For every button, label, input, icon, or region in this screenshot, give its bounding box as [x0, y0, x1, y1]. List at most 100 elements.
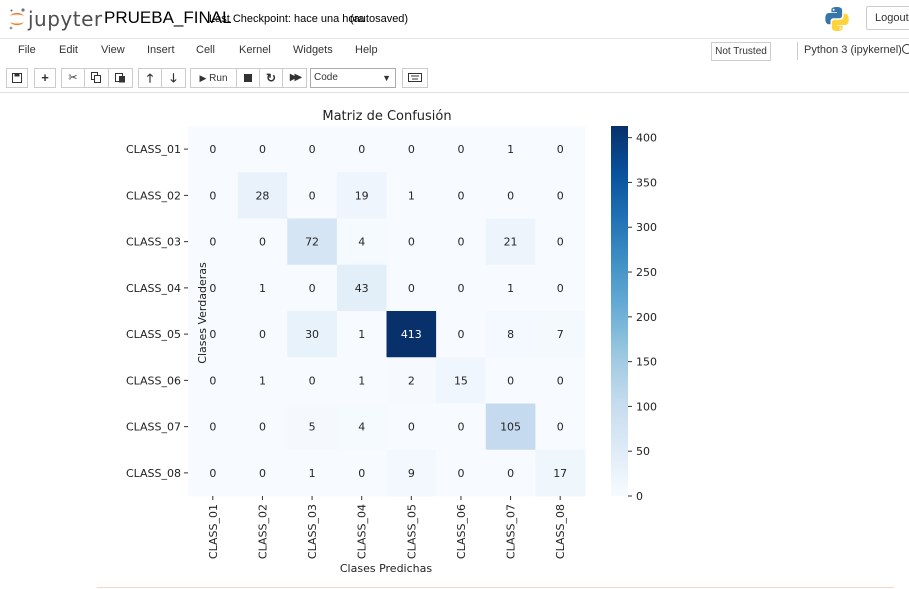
cell-value-label: 0	[457, 421, 464, 434]
command-palette-button[interactable]	[402, 68, 428, 88]
cell-value-label: 0	[259, 236, 266, 249]
menu-help[interactable]: Help	[355, 44, 378, 56]
heatmap-cell	[237, 311, 288, 358]
cell-value-label: 0	[457, 328, 464, 341]
cell-value-label: 1	[309, 467, 316, 480]
jupyter-logo-icon	[9, 8, 25, 30]
menu-file[interactable]: File	[18, 44, 36, 56]
cell-value-label: 0	[209, 374, 216, 387]
menu-edit[interactable]: Edit	[59, 44, 78, 56]
cell-type-select[interactable]: Code ▼	[310, 68, 396, 88]
cell-value-label: 0	[457, 467, 464, 480]
cell-value-label: 0	[209, 189, 216, 202]
notebook-name[interactable]: PRUEBA_FINAL	[104, 8, 232, 27]
chart-title: Matriz de Confusión	[322, 109, 451, 124]
cell-value-label: 2	[408, 374, 415, 387]
menu-widgets[interactable]: Widgets	[293, 44, 333, 56]
run-button[interactable]: ▶ Run	[190, 68, 237, 88]
heatmap-cell	[336, 311, 387, 358]
cell-value-label: 0	[408, 143, 415, 156]
move-up-button[interactable]: 🡑	[138, 68, 162, 88]
interrupt-button[interactable]	[236, 68, 260, 88]
heatmap-cell	[535, 172, 586, 219]
kernel-name: Python 3 (ipykernel)	[804, 44, 902, 56]
heatmap-cell	[436, 218, 487, 266]
cell-value-label: 0	[557, 282, 564, 295]
heatmap-cell	[336, 218, 387, 266]
restart-button[interactable]: ↻	[259, 68, 283, 88]
heatmap-cell	[188, 357, 239, 404]
confusion-matrix-chart: Matriz de Confusión 0 0 0 0 0 0 1 00 28 0 19 1 0 0 00 0…	[126, 109, 657, 575]
restart-run-all-button[interactable]: ▶▶	[282, 68, 307, 88]
cell-value-label: 17	[553, 467, 567, 480]
colorbar-tick-label: 50	[636, 445, 650, 458]
x-tick-label: CLASS_06	[455, 504, 468, 559]
save-button[interactable]	[6, 68, 28, 88]
cell-value-label: 1	[358, 374, 365, 387]
cell-value-label: 0	[209, 143, 216, 156]
heatmap-cell	[436, 311, 487, 358]
insert-cell-button[interactable]: +	[34, 68, 56, 88]
heatmap-cell	[535, 218, 586, 266]
cell-value-label: 1	[259, 374, 266, 387]
colorbar-tick-label: 0	[636, 490, 643, 503]
cell-value-label: 0	[457, 143, 464, 156]
paste-button[interactable]	[108, 68, 133, 88]
cell-value-label: 4	[358, 236, 365, 249]
python-logo-icon	[825, 7, 849, 31]
heatmap-cell	[386, 357, 437, 404]
run-icon: ▶	[199, 73, 207, 83]
copy-icon	[91, 72, 101, 83]
move-down-button[interactable]: 🡓	[161, 68, 186, 88]
cell-value-label: 0	[209, 236, 216, 249]
fast-forward-icon: ▶▶	[289, 72, 303, 83]
menu-kernel[interactable]: Kernel	[239, 44, 271, 56]
heatmap-cell	[485, 311, 536, 358]
heatmap-cell	[386, 403, 437, 451]
menu-view[interactable]: View	[101, 44, 125, 56]
trust-indicator[interactable]: Not Trusted	[711, 42, 771, 61]
colorbar-tick-label: 400	[636, 132, 657, 145]
heatmap-cell	[188, 311, 239, 358]
save-icon	[12, 73, 22, 83]
heatmap-cell	[485, 264, 536, 312]
heatmap-cell	[336, 126, 387, 173]
notebook-toolbar: + ✂ 🡑 🡓 ▶ Run ↻ ▶▶ Code ▼	[0, 64, 909, 93]
cell-value-label: 0	[557, 236, 564, 249]
heatmap-cell	[336, 357, 387, 404]
notebook-output-area: Matriz de Confusión 0 0 0 0 0 0 1 0 0 28 0 19 1 0 0 0 0 0…	[0, 93, 909, 589]
y-tick-label: CLASS_01	[126, 143, 181, 156]
cell-value-label: 43	[355, 282, 369, 295]
y-axis-label: Clases Verdaderas	[196, 262, 209, 364]
cut-button[interactable]: ✂	[61, 68, 85, 88]
x-tick-label: CLASS_07	[505, 504, 518, 559]
colorbar-tick-label: 350	[636, 176, 657, 189]
cell-value-label: 0	[209, 328, 216, 341]
heatmap-cell	[287, 357, 338, 404]
heatmap-cell	[287, 449, 338, 497]
heatmap-cell	[436, 126, 487, 173]
heatmap-cell	[485, 172, 536, 219]
y-tick-label: CLASS_04	[126, 282, 181, 295]
heatmap-cell	[188, 218, 239, 266]
heatmap-cell	[237, 264, 288, 312]
logout-button[interactable]: Logout	[866, 6, 909, 30]
menubar: File Edit View Insert Cell Kernel Widget…	[0, 38, 909, 64]
jupyter-logo[interactable]: jupyter	[8, 6, 102, 32]
cell-value-label: 0	[457, 282, 464, 295]
chevron-down-icon: ▼	[382, 73, 391, 83]
heatmap-cell	[287, 264, 338, 312]
menu-insert[interactable]: Insert	[147, 44, 175, 56]
heatmap-cell	[436, 172, 487, 219]
x-tick-label: CLASS_05	[405, 504, 418, 559]
heatmap-cell	[386, 218, 437, 266]
menu-cell[interactable]: Cell	[196, 44, 215, 56]
heatmap-cell	[188, 264, 239, 312]
cell-value-label: 0	[209, 421, 216, 434]
cell-value-label: 0	[259, 467, 266, 480]
heatmap-cell	[336, 264, 387, 312]
heatmap-cell	[386, 126, 437, 173]
copy-button[interactable]	[84, 68, 109, 88]
restart-icon: ↻	[265, 71, 277, 85]
cell-value-label: 30	[305, 328, 319, 341]
